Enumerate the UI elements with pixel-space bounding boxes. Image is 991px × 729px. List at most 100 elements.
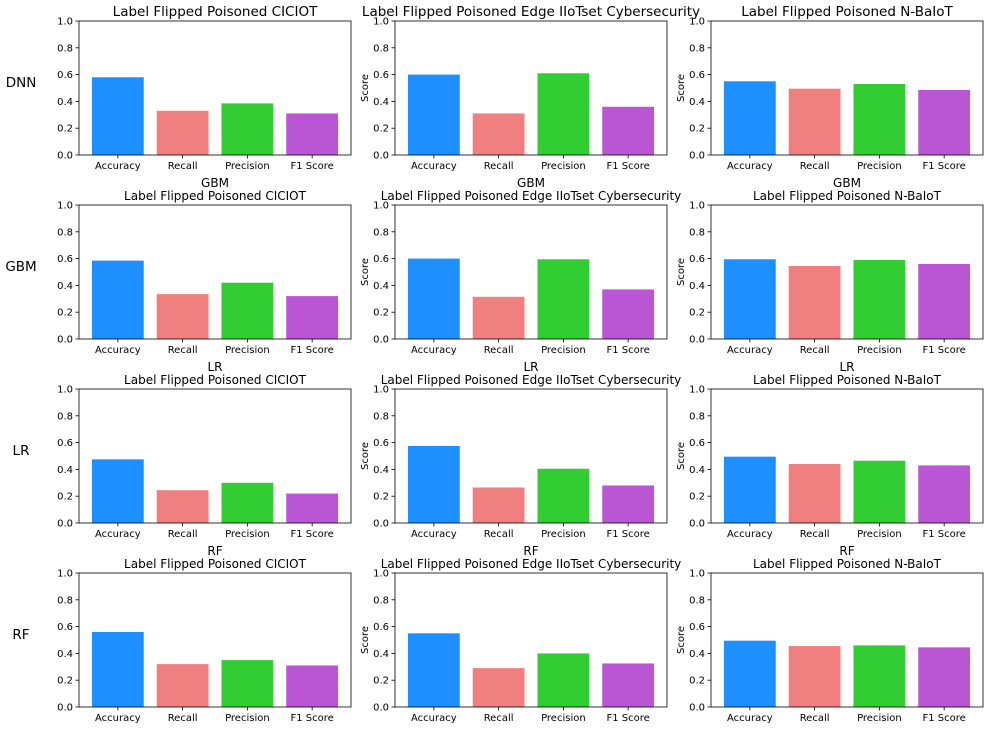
subplot-gbm-3-ylabel: Score — [676, 258, 687, 286]
subplot-lr-1-xtick-label: Precision — [225, 529, 270, 540]
subplot-rf-2-bar-recall — [472, 668, 525, 707]
subplot-gbm-3-model-title: GBM — [833, 176, 861, 190]
subplot-rf-2-bar-f1-score — [602, 663, 655, 707]
subplot-gbm-2-ytick-label: 0.6 — [373, 254, 389, 265]
subplot-gbm-1-xtick-label: Precision — [225, 345, 270, 356]
subplot-gbm-1-ytick-label: 0.8 — [57, 227, 73, 238]
subplot-lr-1-ytick-label: 1.0 — [57, 385, 73, 396]
subplot-rf-1-axes-frame — [78, 572, 352, 708]
subplot-lr-2-xtick-label: Accuracy — [411, 529, 457, 540]
subplot-lr-3-ytick-label: 1.0 — [689, 385, 705, 396]
subplot-gbm-1-bar-recall — [156, 294, 209, 339]
subplot-gbm-3-ytick-label: 0.2 — [689, 308, 705, 319]
subplot-gbm-1-ytick-label: 0.4 — [57, 281, 73, 292]
subplot-gbm-2-ytick-label: 0.4 — [373, 281, 389, 292]
subplot-gbm-2-xtick-label: Accuracy — [411, 345, 457, 356]
subplot-rf-3-ytick-label: 1.0 — [689, 569, 705, 580]
subplot-lr-2-title: Label Flipped Poisoned Edge IIoTset Cybe… — [381, 373, 682, 387]
subplot-gbm-1-ytick-label: 0.6 — [57, 254, 73, 265]
subplot-gbm-3-axes-frame — [710, 204, 984, 340]
subplot-rf-3-title: Label Flipped Poisoned N-BaIoT — [753, 557, 942, 571]
subplot-dnn-1-bar-precision — [221, 103, 274, 155]
subplot-dnn-1-axes-frame — [78, 20, 352, 156]
subplot-lr-2-bar-precision — [537, 468, 590, 523]
subplot-dnn-1-bar-f1-score — [286, 113, 339, 155]
subplot-gbm-3-bar-accuracy — [723, 259, 776, 339]
subplot-lr-2-bar-accuracy — [407, 445, 460, 523]
subplot-gbm-3-xtick-label: Precision — [857, 345, 902, 356]
subplot-rf-1-model-title: RF — [207, 544, 222, 558]
subplot-lr-1-title: Label Flipped Poisoned CICIOT — [124, 373, 307, 387]
subplot-gbm-2-bar-recall — [472, 296, 525, 339]
subplot-dnn-2-ytick-label: 1.0 — [373, 17, 389, 28]
subplot-gbm-2-xtick-label: F1 Score — [606, 345, 649, 356]
subplot-lr-1-bar-recall — [156, 490, 209, 523]
subplot-lr-2-xtick-label: Recall — [484, 529, 514, 540]
subplot-rf-2-ytick-label: 0.0 — [373, 703, 389, 714]
subplot-lr-1-ytick-label: 0.0 — [57, 519, 73, 530]
subplot-lr-1-axes-frame — [78, 388, 352, 524]
subplot-dnn-2-ytick-label: 0.2 — [373, 124, 389, 135]
subplot-lr-3-bar-accuracy — [723, 456, 776, 523]
subplot-lr-2-ytick-label: 0.4 — [373, 465, 389, 476]
subplot-rf-2-xtick-label: Precision — [541, 713, 586, 724]
subplot-lr-2-xtick-label: Precision — [541, 529, 586, 540]
subplot-dnn-3-title: Label Flipped Poisoned N-BaIoT — [741, 4, 953, 20]
subplot-dnn-2-bar-recall — [472, 113, 525, 155]
subplot-dnn-3-ytick-label: 0.6 — [689, 70, 705, 81]
subplot-rf-3-model-title: RF — [839, 544, 854, 558]
subplot-dnn-2-axes-frame — [394, 20, 668, 156]
subplot-gbm-2-axes-frame — [394, 204, 668, 340]
subplot-lr-1-model-title: LR — [207, 360, 222, 374]
subplot-lr-2-ytick-label: 0.6 — [373, 438, 389, 449]
subplot-gbm-3-xtick-label: Accuracy — [727, 345, 773, 356]
subplot-rf-2-ytick-label: 0.4 — [373, 649, 389, 660]
subplot-dnn-2-xtick-label: F1 Score — [606, 161, 649, 172]
subplot-dnn-1-xtick-label: Recall — [168, 161, 198, 172]
subplot-rf-1-xtick-label: F1 Score — [290, 713, 333, 724]
subplot-lr-1-bar-f1-score — [286, 493, 339, 523]
subplot-lr-1-ytick-label: 0.6 — [57, 438, 73, 449]
subplot-dnn-2-xtick-label: Accuracy — [411, 161, 457, 172]
subplot-gbm-2-ylabel: Score — [360, 258, 371, 286]
subplot-rf-3-ytick-label: 0.6 — [689, 622, 705, 633]
subplot-dnn-3-xtick-label: Accuracy — [727, 161, 773, 172]
subplot-lr-3-ytick-label: 0.6 — [689, 438, 705, 449]
subplot-rf-2-xtick-label: Accuracy — [411, 713, 457, 724]
subplot-gbm-3-title: Label Flipped Poisoned N-BaIoT — [753, 189, 942, 203]
subplot-rf-1-ytick-label: 1.0 — [57, 569, 73, 580]
subplot-lr-2-ytick-label: 0.0 — [373, 519, 389, 530]
subplot-gbm-2-model-title: GBM — [517, 176, 545, 190]
subplot-lr-3-bar-precision — [853, 460, 906, 523]
subplot-dnn-2-ytick-label: 0.8 — [373, 43, 389, 54]
subplot-dnn-3-bar-f1-score — [918, 90, 971, 155]
subplot-lr-3-xtick-label: Accuracy — [727, 529, 773, 540]
subplot-gbm-3-bar-precision — [853, 259, 906, 339]
subplot-lr-1-bar-precision — [221, 482, 274, 523]
subplot-rf-1-ytick-label: 0.0 — [57, 703, 73, 714]
subplot-gbm-2-ytick-label: 0.2 — [373, 308, 389, 319]
subplot-gbm-1-bar-f1-score — [286, 296, 339, 339]
subplot-gbm-1-ytick-label: 1.0 — [57, 201, 73, 212]
subplot-dnn-1-xtick-label: F1 Score — [290, 161, 333, 172]
subplot-gbm-1-bar-precision — [221, 282, 274, 339]
subplot-rf-3-bar-accuracy — [723, 640, 776, 707]
subplot-gbm-1-xtick-label: Recall — [168, 345, 198, 356]
subplot-dnn-2-ytick-label: 0.0 — [373, 151, 389, 162]
subplot-lr-1-ytick-label: 0.2 — [57, 492, 73, 503]
subplot-dnn-1-ytick-label: 0.8 — [57, 43, 73, 54]
subplot-rf-2-ytick-label: 0.2 — [373, 676, 389, 687]
subplot-gbm-1-xtick-label: F1 Score — [290, 345, 333, 356]
subplot-dnn-2-bar-f1-score — [602, 106, 655, 155]
subplot-rf-2-bar-precision — [537, 653, 590, 707]
subplot-rf-1-ytick-label: 0.4 — [57, 649, 73, 660]
subplot-gbm-3-ytick-label: 0.0 — [689, 335, 705, 346]
subplot-rf-3-xtick-label: Precision — [857, 713, 902, 724]
subplot-dnn-1-xtick-label: Accuracy — [95, 161, 141, 172]
subplot-gbm-3-xtick-label: F1 Score — [922, 345, 965, 356]
subplot-dnn-1-title: Label Flipped Poisoned CICIOT — [113, 4, 318, 20]
subplot-lr-3-bar-recall — [788, 464, 841, 523]
subplot-lr-1-xtick-label: F1 Score — [290, 529, 333, 540]
subplot-lr-1-ytick-label: 0.8 — [57, 411, 73, 422]
subplot-gbm-1-axes-frame — [78, 204, 352, 340]
